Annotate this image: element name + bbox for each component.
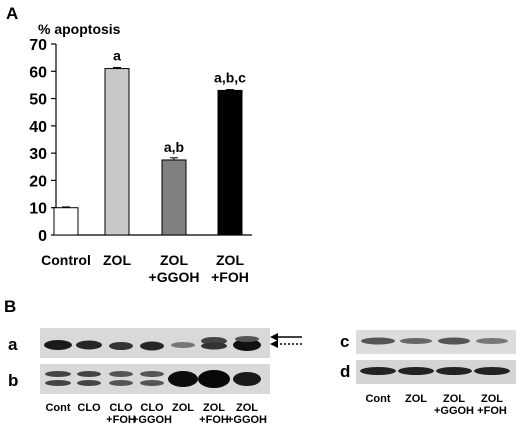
blot-left-lane-label-4-0: ZOL [172, 402, 194, 414]
bar-1 [104, 68, 130, 236]
bar-annotation-1: a [113, 48, 121, 64]
blot-left-lane-label-2-0: CLO [109, 402, 133, 414]
blot-left-lane-label-0-0: Cont [45, 402, 70, 414]
blot-right-lane-label-2-1: +GGOH [434, 405, 474, 417]
category-label-1-0: ZOL [103, 252, 131, 268]
blot-right-lane-label-1-0: ZOL [405, 393, 427, 405]
panel-a-letter: A [6, 4, 18, 23]
blot-right-lane-label-3-0: ZOL [481, 393, 503, 405]
blot-left-lane-label-2-1: +FOH [106, 414, 136, 426]
blot-row-c-letter: c [340, 332, 349, 351]
blot-left: a b [8, 328, 302, 426]
blot-row-d-letter: d [340, 362, 350, 381]
y-tick-label-1: 10 [29, 201, 47, 218]
blot-left-lane-label-3-1: +GGOH [132, 414, 172, 426]
arrow-solid-icon [270, 333, 302, 341]
bar-annotation-2: a,b [164, 139, 184, 155]
bar-3 [217, 89, 243, 236]
bar-2 [161, 159, 187, 236]
blot-row-b-letter: b [8, 371, 18, 390]
bar-annotation-3: a,b,c [214, 69, 246, 85]
blot-row-d [356, 360, 516, 384]
blot-row-c [356, 330, 516, 354]
blot-left-lane-label-5-1: +FOH [199, 414, 229, 426]
y-tick-label-5: 50 [29, 92, 47, 109]
blot-left-lane-label-1-0: CLO [77, 402, 101, 414]
category-label-2-1: +GGOH [149, 269, 200, 285]
category-label-3-0: ZOL [216, 252, 244, 268]
blot-row-a [40, 328, 270, 358]
blot-right-lane-label-0-0: Cont [365, 393, 390, 405]
category-label-0-0: Control [41, 252, 91, 268]
bar-0 [53, 207, 79, 236]
bars [53, 66, 243, 236]
blot-left-lane-label-3-0: CLO [140, 402, 164, 414]
arrow-dashed-icon [270, 340, 302, 348]
y-tick-label-4: 40 [29, 119, 47, 136]
y-tick-label-6: 60 [29, 64, 47, 81]
blot-row-b [40, 364, 270, 394]
panel-b-letter: B [4, 297, 16, 316]
blot-right-lane-label-2-0: ZOL [443, 393, 465, 405]
y-tick-label-0: 0 [38, 228, 47, 245]
y-axis-label: % apoptosis [38, 21, 121, 37]
blot-row-a-letter: a [8, 335, 18, 354]
category-label-3-1: +FOH [211, 269, 249, 285]
y-tick-label-3: 30 [29, 146, 47, 163]
blot-left-lane-label-6-0: ZOL [236, 402, 258, 414]
y-tick-label-7: 70 [29, 37, 47, 54]
blot-left-lane-label-6-1: +GGOH [227, 414, 267, 426]
y-ticks: 0 10 20 30 40 50 60 70 [29, 37, 56, 245]
blot-right-lane-label-3-1: +FOH [477, 405, 507, 417]
category-label-2-0: ZOL [160, 252, 188, 268]
bar-annotations: a a,b a,b,c [113, 48, 246, 155]
blot-left-lane-label-5-0: ZOL [203, 402, 225, 414]
y-tick-label-2: 20 [29, 173, 47, 190]
